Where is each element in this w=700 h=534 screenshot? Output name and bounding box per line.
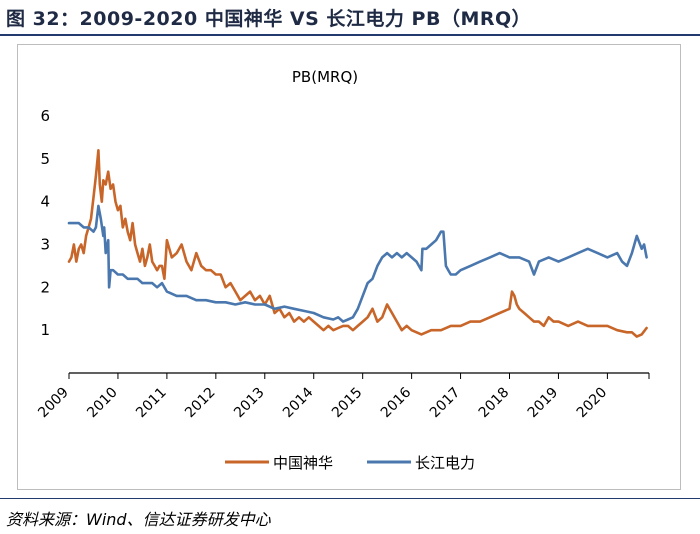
- series-layer: [67, 149, 648, 338]
- series-line-shenhua: [67, 149, 648, 338]
- y-tick-label: 5: [40, 150, 50, 168]
- x-tick-label: 2015: [329, 385, 366, 422]
- legend: 中国神华 长江电力: [225, 454, 475, 472]
- x-tick-label: 2016: [378, 384, 415, 421]
- x-tick-label: 2012: [182, 385, 219, 422]
- y-axis: 1 2 3 4 5 6: [40, 107, 50, 339]
- x-tick-label: 2011: [133, 385, 170, 422]
- y-tick-label: 4: [40, 193, 50, 211]
- x-tick-label: 2017: [427, 385, 464, 422]
- chart-frame: [17, 44, 681, 490]
- chart-title: PB(MRQ): [292, 68, 358, 86]
- x-axis: 2009 2010 2011 2012 2013 2014 2015 2016 2017 2018…: [35, 372, 650, 422]
- x-tick-label: 2018: [476, 385, 513, 422]
- title-rule: [0, 34, 700, 36]
- figure-title: 图 32：2009-2020 中国神华 VS 长江电力 PB（MRQ）: [6, 8, 532, 30]
- y-tick-label: 6: [40, 107, 50, 125]
- x-tick-label: 2010: [84, 385, 121, 422]
- y-tick-label: 2: [40, 278, 50, 296]
- source-note: 资料来源：Wind、信达证券研发中心: [6, 510, 271, 529]
- series-line-changjiang: [67, 204, 648, 323]
- source-rule: [0, 498, 700, 499]
- legend-label: 中国神华: [273, 454, 333, 472]
- x-tick-label: 2009: [35, 385, 72, 422]
- x-tick-label: 2019: [525, 385, 562, 422]
- x-tick-label: 2013: [231, 385, 268, 422]
- legend-label: 长江电力: [415, 454, 475, 472]
- x-tick-label: 2020: [574, 385, 611, 422]
- y-tick-label: 3: [40, 236, 50, 254]
- y-tick-label: 1: [40, 321, 50, 339]
- x-tick-label: 2014: [280, 384, 317, 421]
